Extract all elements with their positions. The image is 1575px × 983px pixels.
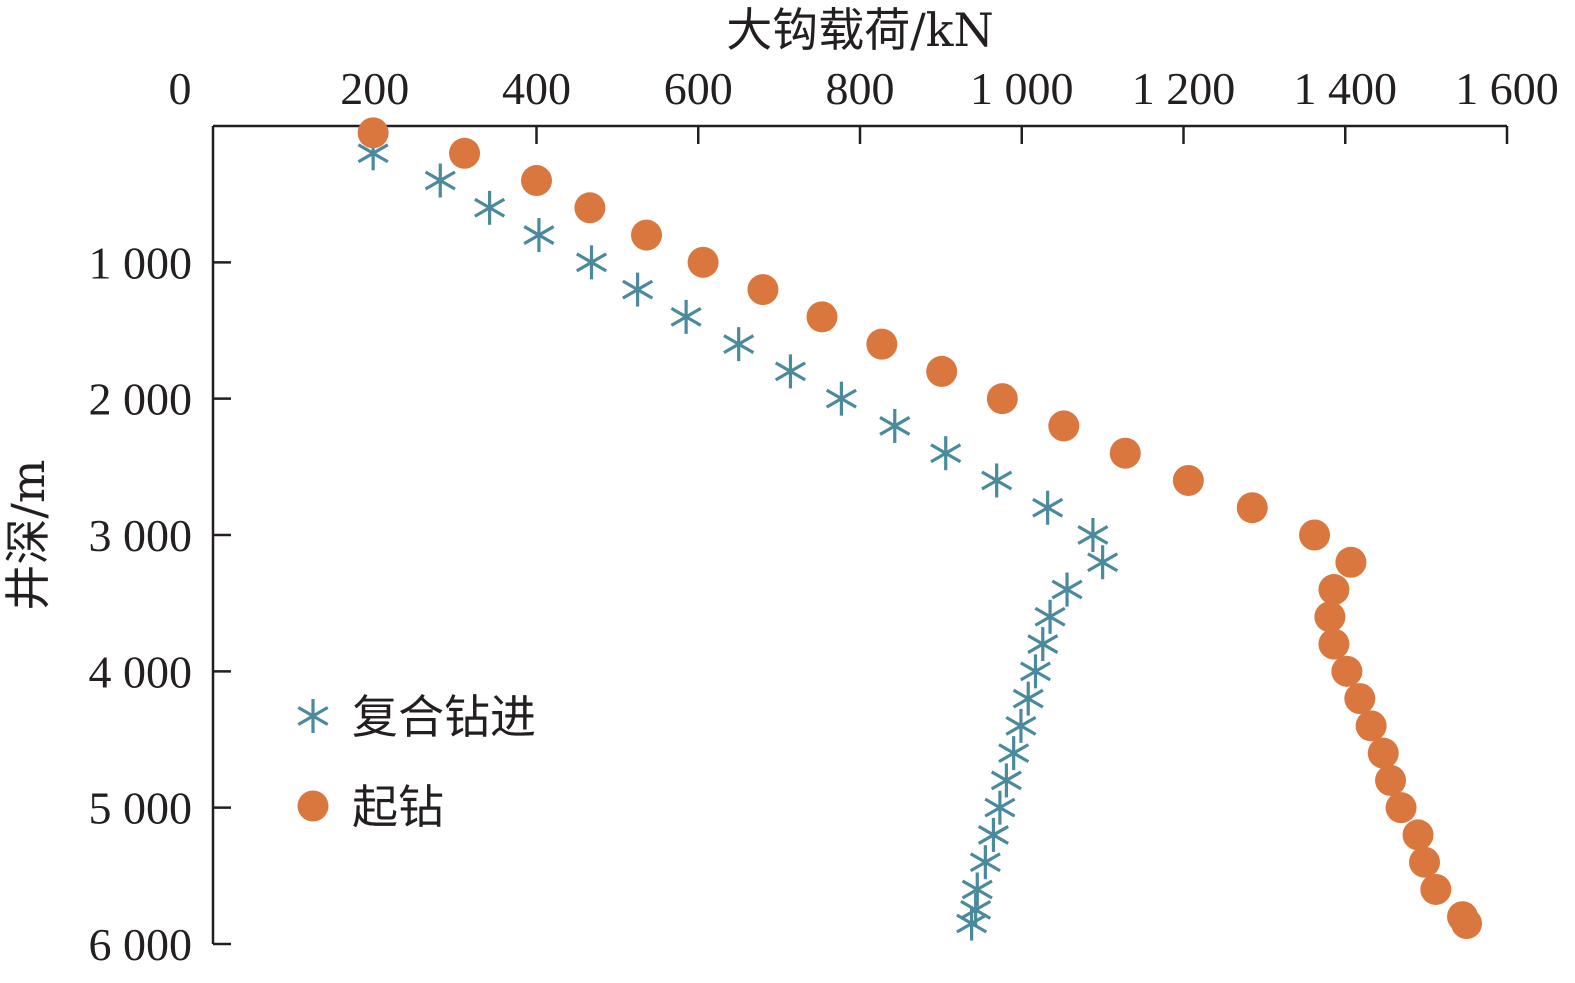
data-point-circle [1318,574,1350,606]
x-tick-label: 200 [340,63,409,114]
data-point-asterisk [523,218,555,253]
data-point-circle [687,246,719,278]
data-point-circle [747,274,779,306]
data-point-asterisk [474,190,506,225]
x-axis-title: 大钩载荷/kN [726,3,994,57]
legend-asterisk-shape [297,699,329,733]
data-point-asterisk [1012,681,1044,716]
data-point-asterisk [1019,654,1052,689]
data-point-asterisk [424,163,456,198]
legend-circle-shape [297,790,329,822]
data-point-circle [1236,492,1268,524]
data-point-circle [926,355,958,387]
data-point-circle [806,301,838,333]
data-point-asterisk [1027,627,1059,662]
y-tick-label: 1 000 [89,237,193,288]
data-point-asterisk [981,463,1013,498]
y-tick-label: 5 000 [89,783,193,834]
legend-marker-asterisk [297,699,329,733]
x-axis-ticks: 0 200 400 600 800 1 000 1 200 1 400 1 600 [169,63,1559,144]
data-point-circle [1318,628,1350,660]
data-point-circle [1451,908,1483,940]
data-point-circle [866,328,898,360]
x-tick-label: 400 [502,63,571,114]
x-tick-label: 600 [664,63,733,114]
data-point-asterisk [969,845,1001,880]
y-tick-label: 3 000 [89,510,193,561]
data-point-circle [1331,655,1363,687]
data-point-asterisk [1032,490,1064,525]
data-point-asterisk [977,817,1009,852]
legend-label-drilling: 复合钻进 [352,690,536,744]
data-point-asterisk [670,299,702,334]
data-point-asterisk [961,872,993,907]
series-tripping-out [357,117,1483,940]
plot-area [357,117,1483,941]
data-point-circle [521,165,552,197]
data-point-asterisk [825,381,857,416]
y-axis-title: 井深/m [1,459,55,610]
x-tick-label: 800 [826,63,895,114]
x-tick-label: 1 600 [1455,63,1559,114]
x-tick-label: 0 [169,63,192,114]
legend-item-tripping-out: 起钻 [297,780,444,834]
data-point-circle [449,137,481,169]
series-drilling [357,136,1119,941]
data-point-circle [1109,437,1141,469]
data-point-asterisk [930,436,962,471]
data-point-circle [986,383,1018,415]
x-tick-label: 1 400 [1294,63,1398,114]
y-tick-label: 2 000 [89,374,193,425]
data-point-circle [1402,819,1434,851]
data-point-asterisk [622,272,654,307]
data-point-circle [1344,683,1376,715]
data-point-circle [1375,764,1407,796]
data-point-asterisk [879,408,911,443]
x-tick-label: 1 200 [1132,63,1236,114]
data-point-asterisk [984,790,1016,825]
y-tick-label: 4 000 [89,646,193,697]
data-point-asterisk [956,906,988,941]
data-point-asterisk [1077,518,1109,552]
data-point-asterisk [1034,599,1066,634]
legend-item-drilling: 复合钻进 [297,690,536,744]
data-point-circle [630,219,662,251]
data-point-circle [357,117,389,149]
data-point-circle [574,192,606,224]
data-point-circle [1299,519,1331,551]
data-point-circle [1420,873,1452,905]
data-point-asterisk [774,354,806,389]
data-point-asterisk [990,763,1022,798]
data-point-circle [1335,546,1367,578]
data-point-asterisk [1087,545,1119,580]
data-point-circle [1355,710,1387,742]
data-point-circle [1409,846,1441,878]
data-point-circle [1172,464,1204,496]
data-point-asterisk [1051,572,1083,607]
data-point-circle [1385,792,1417,824]
legend-label-tripping-out: 起钻 [352,780,444,834]
y-axis-ticks: 1 000 2 000 3 000 4 000 5 000 6 000 [89,237,231,970]
data-point-asterisk [998,736,1030,771]
data-point-asterisk [1005,708,1037,743]
data-point-asterisk [723,327,755,362]
data-point-circle [1048,410,1080,442]
x-tick-label: 1 000 [970,63,1074,114]
legend-marker-circle [297,790,329,822]
legend: 复合钻进 起钻 [297,690,536,834]
y-tick-label: 6 000 [89,919,193,970]
data-point-circle [1367,737,1399,769]
data-point-asterisk [575,245,608,280]
data-point-circle [1314,601,1346,633]
